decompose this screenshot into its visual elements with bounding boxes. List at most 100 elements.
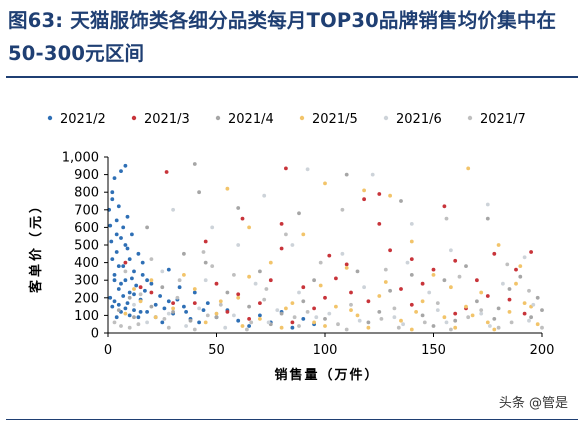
data-point [203,320,208,325]
data-point [268,260,273,265]
data-point [535,322,540,327]
data-point [505,262,510,267]
data-point [340,251,345,256]
data-point [301,317,306,321]
data-point [258,317,262,321]
data-point [383,267,388,272]
data-point [449,327,453,332]
legend-label: 2021/2 [60,112,106,127]
data-point [177,278,182,283]
data-point [290,301,295,305]
y-tick-label: 600 [74,221,99,236]
data-point [518,264,523,268]
data-point [349,290,353,295]
data-point [109,239,114,244]
data-point [284,232,288,237]
data-point [540,325,544,330]
data-point [123,306,128,311]
data-point [132,308,136,312]
data-point [132,269,136,274]
data-point [266,320,271,325]
data-point [245,327,249,332]
data-point [127,313,132,318]
x-tick-label: 0 [104,343,112,358]
data-point [138,299,143,304]
data-point [409,273,414,277]
data-point [164,170,169,174]
data-point [488,324,492,328]
data-point [444,216,449,221]
data-point [409,302,414,307]
data-point [509,320,514,325]
data-point [123,243,128,247]
data-point [214,281,219,286]
x-tick-label: 150 [421,343,446,358]
chart-legend: 2021/2 2021/3 2021/4 2021/5 2021/6 2021/7 [47,112,526,127]
data-point [247,274,252,279]
data-point [409,327,414,332]
legend-marker [215,115,221,121]
data-point [431,273,436,277]
data-point [466,315,471,320]
data-point [205,301,210,305]
data-point [279,311,284,316]
data-point [327,253,332,258]
data-point [205,313,210,318]
figure-title: 图63: 天猫服饰类各细分品类每月TOP30品牌销售均价集中在50-300元区间 [8,9,557,65]
data-point [377,222,382,226]
data-point [121,294,126,298]
legend-label: 2021/3 [144,112,190,127]
data-point [123,278,128,283]
data-point [162,306,167,311]
data-point [323,181,327,186]
data-point [355,313,360,318]
data-point [492,327,497,332]
data-point [218,302,223,307]
data-point [442,278,447,283]
data-point [108,223,113,228]
data-point [197,306,202,311]
data-point [264,287,269,291]
data-point [420,299,425,304]
data-point [116,287,121,291]
data-point [258,301,262,305]
data-point [422,320,427,325]
data-point [262,193,267,198]
data-point [218,299,223,304]
data-point [247,225,252,230]
data-point [121,264,126,268]
data-point [160,285,165,290]
data-point [114,218,119,223]
data-point [236,243,241,247]
legend-label: 2021/7 [480,112,526,127]
data-point [132,315,136,320]
data-point [496,243,501,247]
data-point [184,324,189,328]
data-point [392,306,397,311]
series-2021-5 [123,166,540,332]
series-2021-4 [116,162,544,328]
data-point [301,285,306,290]
data-point [535,295,540,300]
data-point [409,222,414,226]
data-point [297,290,301,295]
data-point [166,267,171,272]
data-point [485,216,490,221]
legend-label: 2021/5 [312,112,358,127]
data-point [197,320,202,325]
data-point [114,250,119,254]
data-point [112,273,117,277]
data-point [466,166,471,171]
data-point [138,292,143,297]
data-point [340,207,345,212]
data-point [112,299,117,304]
data-point [177,285,182,290]
legend-label: 2021/6 [396,112,442,127]
data-point [377,192,382,196]
data-point [409,257,414,261]
data-point [435,308,440,312]
data-point [110,197,115,202]
data-point [366,320,371,325]
data-point [121,225,126,230]
